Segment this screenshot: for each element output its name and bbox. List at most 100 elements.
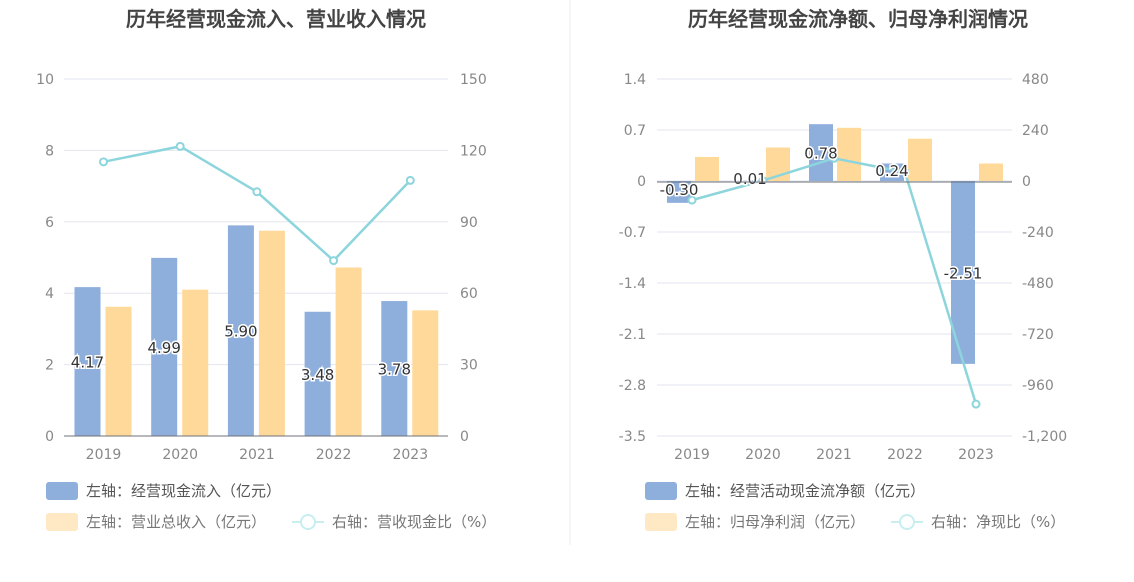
- data-labels: 4.17 4.99 5.90 3.48 3.78: [69, 321, 412, 385]
- left-tick-label: -2.1: [619, 327, 646, 343]
- bar-secondary: [908, 138, 932, 181]
- left-tick-label: 4: [45, 286, 54, 302]
- left-tick-label: -1.4: [619, 276, 646, 292]
- bar-primary: [304, 311, 331, 436]
- bar-secondary: [837, 127, 861, 181]
- bar-secondary: [182, 289, 209, 436]
- bar-secondary: [335, 267, 362, 436]
- x-tick-label: 2022: [316, 447, 352, 463]
- bar-primary: [74, 287, 101, 436]
- left-tick-label: 1.4: [624, 72, 646, 88]
- bar-primary: [381, 301, 408, 436]
- x-tick-label: 2021: [239, 447, 275, 463]
- bar-primary: [738, 180, 762, 182]
- right-tick-label: 120: [460, 143, 487, 159]
- right-tick-label: -960: [1022, 378, 1054, 394]
- ratio-point: [900, 167, 910, 177]
- right-axis: 0 30 60 90 120 150: [460, 72, 487, 445]
- x-axis-labels: 2019 2020 2021 2022 2023: [657, 181, 1012, 463]
- right-axis: 480 240 0 -240 -480 -720 -960 -1,200: [1022, 72, 1067, 445]
- data-label: 0.01: [733, 170, 766, 188]
- left-tick-label: -3.5: [619, 429, 646, 445]
- left-tick-label: 6: [45, 215, 54, 231]
- bar-secondary: [979, 163, 1003, 181]
- data-label: 4.17: [71, 354, 104, 372]
- legend[interactable]: 左轴：经营现金流入（亿元） 左轴：营业总收入（亿元） 右轴：营收现金比（%）: [46, 482, 496, 531]
- x-axis-labels: 2019 2020 2021 2022 2023: [64, 435, 448, 463]
- bar-primary: [227, 225, 254, 436]
- legend-label-ratio: 右轴：净现比（%）: [931, 513, 1065, 531]
- right-tick-label: 90: [460, 215, 478, 231]
- x-tick-label: 2019: [86, 447, 122, 463]
- x-tick-label: 2023: [392, 447, 428, 463]
- legend-label-net-profit: 左轴：归母净利润（亿元）: [685, 513, 865, 531]
- ratio-line: [99, 141, 415, 266]
- legend-swatch-net-cashflow: [645, 482, 677, 500]
- ratio-point: [687, 195, 697, 205]
- right-tick-label: 60: [460, 286, 478, 302]
- x-tick-label: 2019: [674, 447, 710, 463]
- ratio-point: [971, 399, 981, 409]
- left-axis: 1.4 0.7 0 -0.7 -1.4 -2.1 -2.8 -3.5: [619, 72, 646, 445]
- bar-secondary: [695, 156, 719, 181]
- legend-swatch-ratio-marker: [899, 514, 915, 530]
- data-label: -2.51: [944, 264, 983, 282]
- chart-net-cashflow-profit: 历年经营现金流净额、归母净利润情况 1.4 0.7 0 -0.7 -1.4 -2.1 -2.…: [619, 7, 1067, 531]
- legend-label-net-cashflow: 左轴：经营活动现金流净额（亿元）: [685, 482, 925, 500]
- bar-marks: [74, 225, 439, 436]
- chart-title: 历年经营现金流净额、归母净利润情况: [688, 7, 1028, 31]
- left-tick-label: 0.7: [624, 123, 646, 139]
- x-tick-label: 2020: [162, 447, 198, 463]
- ratio-point: [329, 256, 339, 266]
- ratio-point: [829, 153, 839, 163]
- bar-primary: [667, 181, 691, 203]
- legend-label-ratio: 右轴：营收现金比（%）: [332, 513, 496, 531]
- data-label: 5.90: [224, 323, 257, 341]
- x-tick-label: 2023: [958, 447, 994, 463]
- chart-cash-inflow-revenue: 历年经营现金流入、营业收入情况 0 2 4 6 8 10 0 30 60 90 120 150 4.…: [36, 7, 496, 531]
- right-tick-label: -1,200: [1022, 429, 1067, 445]
- ratio-line-path: [103, 145, 412, 263]
- legend-label-cash-inflow: 左轴：经营现金流入（亿元）: [86, 482, 281, 500]
- right-tick-label: -480: [1022, 276, 1054, 292]
- ratio-line: [687, 153, 981, 409]
- chart-title: 历年经营现金流入、营业收入情况: [126, 7, 426, 31]
- ratio-line-path: [691, 156, 978, 405]
- data-label: 0.78: [804, 145, 837, 163]
- x-tick-label: 2022: [887, 447, 923, 463]
- legend[interactable]: 左轴：经营活动现金流净额（亿元） 左轴：归母净利润（亿元） 右轴：净现比（%）: [645, 482, 1065, 531]
- left-tick-label: 0: [637, 174, 646, 190]
- left-tick-label: 8: [45, 143, 54, 159]
- legend-label-revenue: 左轴：营业总收入（亿元）: [86, 513, 266, 531]
- right-tick-label: 0: [460, 429, 469, 445]
- left-tick-label: -0.7: [619, 225, 646, 241]
- ratio-point: [252, 187, 262, 197]
- left-axis: 0 2 4 6 8 10: [36, 72, 54, 445]
- ratio-point: [99, 157, 108, 167]
- ratio-point: [175, 141, 185, 151]
- left-tick-label: 2: [45, 358, 54, 374]
- bar-primary: [809, 124, 833, 181]
- data-label: 3.78: [378, 361, 411, 379]
- data-label: 0.24: [875, 162, 908, 180]
- right-tick-label: 480: [1022, 72, 1049, 88]
- ratio-point: [405, 175, 415, 185]
- x-tick-label: 2020: [745, 447, 781, 463]
- right-tick-label: 240: [1022, 123, 1049, 139]
- left-tick-label: 0: [45, 429, 54, 445]
- right-tick-label: -240: [1022, 225, 1054, 241]
- data-label: -0.30: [660, 181, 699, 199]
- left-tick-label: 10: [36, 72, 54, 88]
- right-tick-label: 30: [460, 358, 478, 374]
- legend-swatch-net-profit: [645, 513, 677, 531]
- left-tick-label: -2.8: [619, 378, 646, 394]
- right-tick-label: 150: [460, 72, 487, 88]
- data-label: 3.48: [301, 366, 334, 384]
- right-tick-label: 0: [1022, 174, 1031, 190]
- legend-swatch-revenue: [46, 513, 78, 531]
- x-tick-label: 2021: [816, 447, 852, 463]
- data-labels: -0.30 0.01 0.78 0.24 -2.51: [658, 143, 984, 284]
- data-label: 4.99: [147, 339, 180, 357]
- bar-secondary: [105, 306, 132, 436]
